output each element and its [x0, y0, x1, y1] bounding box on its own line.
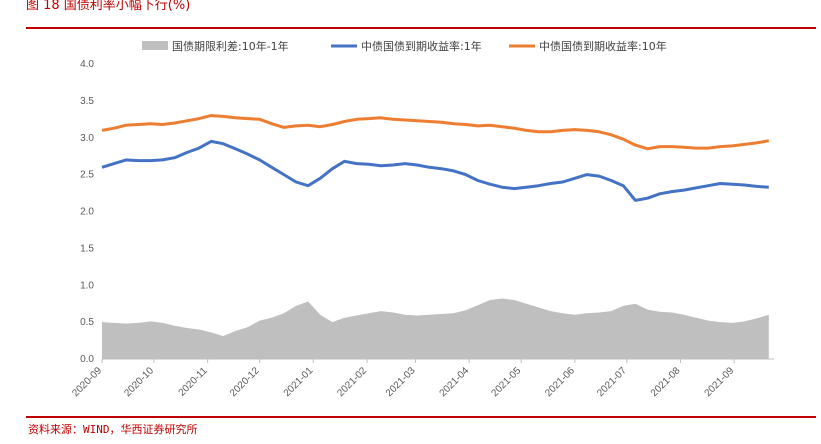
source-note: 资料来源：WIND，华西证券研究所 — [28, 423, 198, 436]
spread-area — [102, 298, 769, 359]
figure-header: 图 18 国债利率小幅下行(%) — [0, 0, 821, 30]
y-tick-label: 2.5 — [80, 170, 94, 181]
x-axis: 2020-09 2020-10 2020-11 2020-12 2021-01 2021-… — [70, 358, 774, 399]
legend-label-1: 中债国债到期收益率:1年 — [361, 39, 482, 53]
x-tick-label: 2020-12 — [228, 365, 262, 399]
y-tick-label: 3.0 — [80, 133, 94, 144]
x-tick-label: 2021-05 — [490, 365, 524, 399]
y-tick-label: 0.0 — [80, 354, 94, 365]
x-tick-label: 2021-04 — [438, 365, 472, 399]
legend-swatch-spread — [142, 41, 168, 50]
x-tick-label: 2021-09 — [703, 365, 737, 399]
y-axis: 0.0 0.5 1.0 1.5 2.0 2.5 3.0 3.5 4.0 — [80, 59, 94, 365]
plot-area — [101, 114, 770, 359]
x-tick-label: 2021-02 — [335, 365, 369, 399]
x-tick-label: 2020-09 — [70, 365, 104, 399]
x-tick-label: 2021-07 — [595, 365, 629, 399]
bottom-rule — [26, 416, 816, 418]
x-tick-label: 2021-06 — [543, 365, 577, 399]
y-tick-label: 2.0 — [80, 207, 94, 218]
y-tick-label: 1.0 — [80, 280, 94, 291]
figure-title: 图 18 国债利率小幅下行(%) — [26, 0, 191, 13]
legend-label-0: 国债期限利差:10年-1年 — [172, 39, 289, 53]
x-tick-label: 2020-11 — [177, 365, 211, 399]
legend-label-2: 中债国债到期收益率:10年 — [539, 39, 667, 53]
top-rule — [26, 27, 816, 29]
chart-legend: 国债期限利差:10年-1年 中债国债到期收益率:1年 中债国债到期收益率:10年 — [142, 39, 667, 53]
y-tick-label: 0.5 — [80, 317, 94, 328]
y-tick-label: 1.5 — [80, 243, 94, 254]
yield-chart: 国债期限利差:10年-1年 中债国债到期收益率:1年 中债国债到期收益率:10年 0… — [70, 39, 774, 399]
line-10y — [101, 114, 770, 151]
x-tick-label: 2021-08 — [649, 365, 683, 399]
y-tick-label: 3.5 — [80, 96, 94, 107]
y-tick-label: 4.0 — [80, 59, 94, 70]
x-tick-label: 2021-03 — [384, 365, 418, 399]
x-tick-label: 2020-10 — [122, 365, 156, 399]
x-tick-label: 2021-01 — [282, 365, 316, 399]
line-1y — [101, 139, 769, 202]
